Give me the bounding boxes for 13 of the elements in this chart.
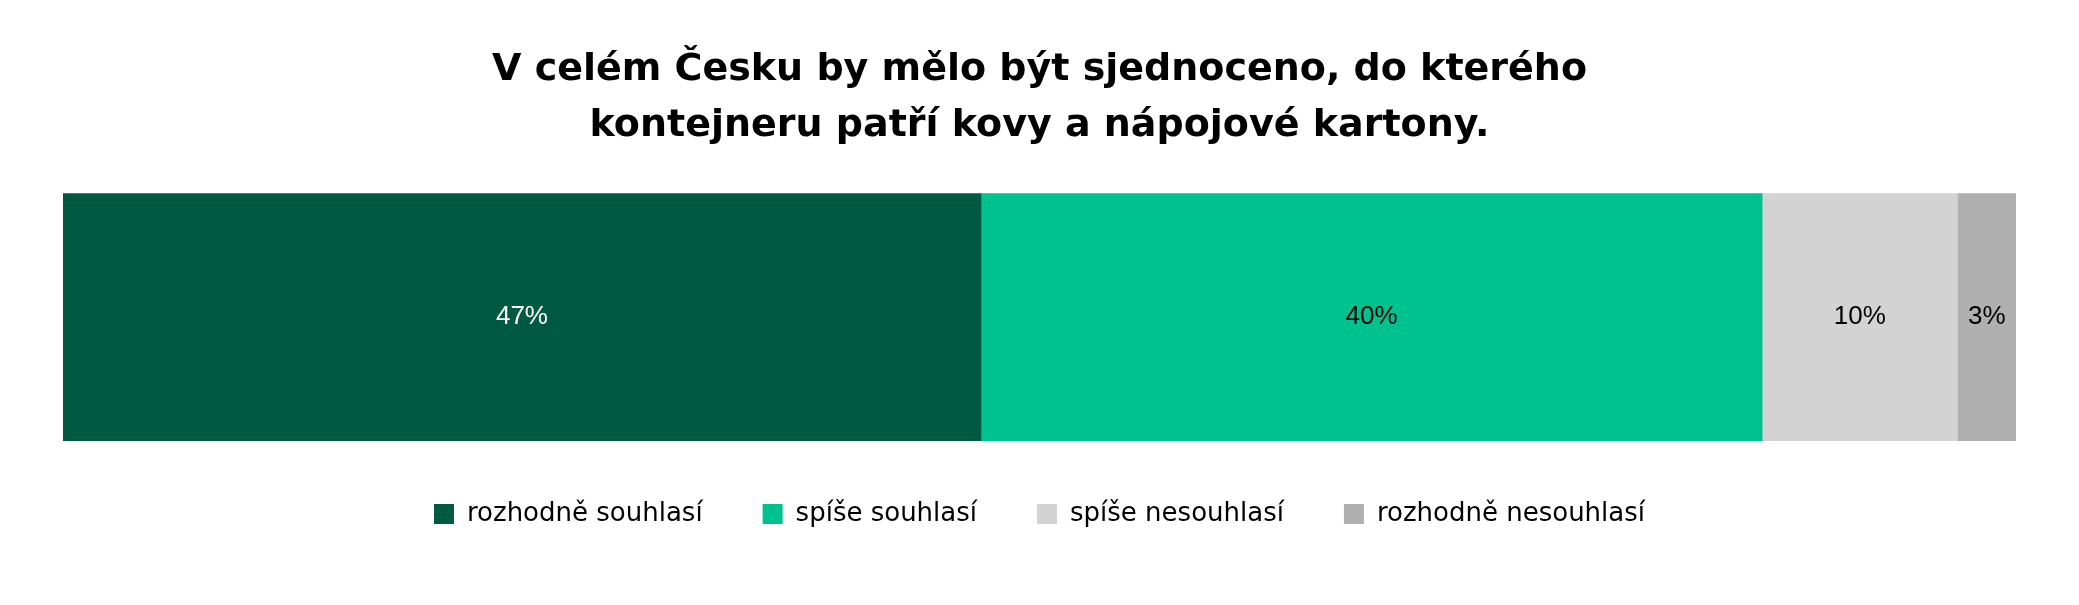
bar [980, 193, 1763, 441]
legend-label: rozhodně nesouhlasí [1376, 496, 1646, 527]
legend-label: rozhodně souhlasí [466, 496, 704, 527]
legend-label: spíše nesouhlasí [1070, 496, 1285, 527]
bar [63, 193, 982, 441]
legend-label: spíše souhlasí [795, 496, 978, 527]
bar [1957, 193, 2016, 441]
data-label: 3% [1967, 300, 2006, 331]
data-label: 47% [495, 300, 548, 331]
bar [1761, 193, 1958, 441]
chart-title: V celém Česku by mělo být sjednoceno, do kterého kontejneru patří kovy a nápojové kartony. [491, 45, 1588, 145]
data-label: 40% [1345, 300, 1398, 331]
data-label: 10% [1833, 300, 1886, 331]
